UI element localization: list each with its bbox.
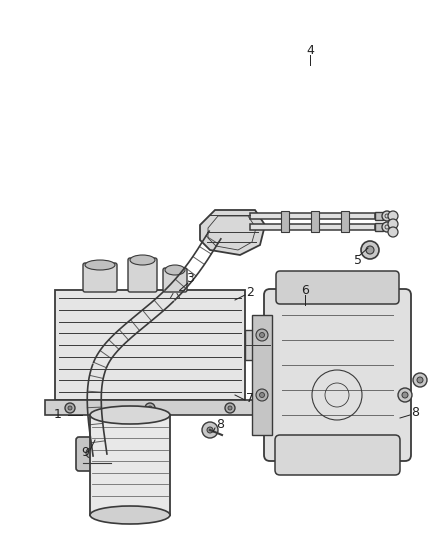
Ellipse shape: [130, 255, 155, 265]
Circle shape: [65, 403, 75, 413]
Circle shape: [68, 406, 72, 410]
Text: 7: 7: [246, 392, 254, 405]
Circle shape: [402, 392, 408, 398]
FancyBboxPatch shape: [276, 271, 399, 304]
Circle shape: [207, 427, 213, 433]
FancyBboxPatch shape: [83, 263, 117, 292]
FancyBboxPatch shape: [76, 437, 118, 471]
Bar: [245, 330, 270, 360]
Text: 6: 6: [301, 284, 309, 296]
Ellipse shape: [90, 506, 170, 524]
Bar: [90, 415, 170, 515]
Text: 3: 3: [186, 271, 194, 285]
Text: 4: 4: [306, 44, 314, 56]
Bar: [250, 224, 375, 230]
Polygon shape: [200, 210, 265, 255]
Circle shape: [256, 329, 268, 341]
Circle shape: [225, 403, 235, 413]
Text: 2: 2: [246, 286, 254, 298]
FancyBboxPatch shape: [264, 289, 411, 461]
FancyBboxPatch shape: [163, 268, 187, 292]
Circle shape: [259, 392, 265, 398]
FancyBboxPatch shape: [128, 258, 157, 292]
Circle shape: [366, 246, 374, 254]
Text: 1: 1: [54, 408, 62, 422]
Bar: [250, 213, 375, 219]
Text: 8: 8: [216, 417, 224, 431]
Circle shape: [388, 219, 398, 229]
Circle shape: [398, 388, 412, 402]
Bar: [341, 211, 349, 232]
Circle shape: [259, 333, 265, 337]
Circle shape: [145, 403, 155, 413]
FancyBboxPatch shape: [275, 435, 400, 475]
Circle shape: [165, 280, 185, 300]
Circle shape: [228, 406, 232, 410]
Ellipse shape: [165, 265, 185, 275]
Bar: [375, 212, 383, 220]
Bar: [311, 211, 319, 232]
Ellipse shape: [85, 260, 115, 270]
Bar: [375, 223, 383, 231]
Circle shape: [202, 422, 218, 438]
Circle shape: [382, 222, 392, 232]
Text: 9: 9: [81, 447, 89, 459]
Circle shape: [388, 211, 398, 221]
Circle shape: [361, 241, 379, 259]
Text: 5: 5: [354, 254, 362, 266]
Circle shape: [388, 227, 398, 237]
Circle shape: [417, 377, 423, 383]
Circle shape: [256, 389, 268, 401]
Circle shape: [148, 406, 152, 410]
Circle shape: [170, 285, 180, 295]
Circle shape: [98, 448, 108, 458]
Ellipse shape: [90, 406, 170, 424]
Circle shape: [86, 448, 96, 458]
Bar: [55, 290, 245, 400]
Circle shape: [413, 373, 427, 387]
Bar: [281, 211, 289, 232]
Text: 8: 8: [411, 406, 419, 418]
Circle shape: [382, 211, 392, 221]
Bar: [252, 315, 272, 435]
Bar: [45, 400, 255, 415]
